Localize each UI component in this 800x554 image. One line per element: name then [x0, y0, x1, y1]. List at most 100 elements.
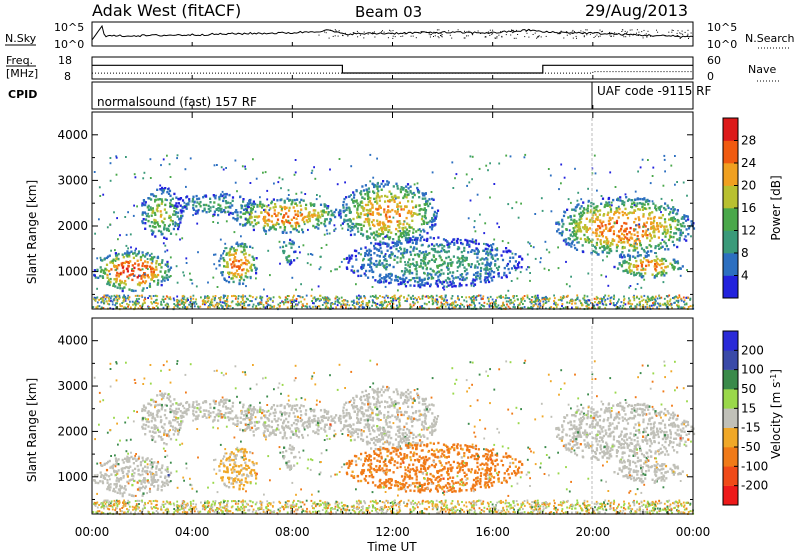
power-cell	[235, 248, 238, 252]
power-cell	[301, 306, 303, 309]
power-cell	[506, 303, 508, 306]
power-cell	[361, 196, 364, 199]
noise-search-point	[429, 36, 431, 38]
power-cell	[404, 283, 406, 286]
power-cell	[330, 306, 332, 309]
power-cell	[318, 299, 321, 302]
power-cell	[669, 225, 672, 229]
noise-search-point	[440, 33, 442, 35]
noise-search-point	[347, 35, 349, 37]
noise-search-point	[394, 36, 396, 38]
power-cell	[398, 305, 401, 308]
power-cell	[507, 249, 510, 252]
power-cell	[183, 298, 185, 301]
power-cell	[315, 225, 318, 229]
power-cell	[618, 307, 621, 309]
power-cell	[251, 255, 254, 258]
power-cell	[606, 244, 609, 247]
power-cell	[443, 260, 446, 264]
power-cell	[690, 220, 693, 223]
noise-search-point	[428, 33, 430, 35]
power-cell	[618, 298, 620, 301]
power-cell	[300, 191, 303, 194]
power-cell	[627, 212, 630, 215]
power-cell	[486, 262, 490, 265]
power-cell	[96, 287, 98, 290]
power-cell	[364, 193, 367, 196]
power-cell	[226, 265, 229, 268]
noise-search-point	[626, 31, 628, 33]
power-cell	[652, 202, 655, 205]
date-title: 29/Aug/2013	[585, 1, 688, 20]
power-cell	[611, 243, 614, 246]
power-cell	[660, 274, 663, 277]
power-cell	[461, 242, 464, 246]
power-cell	[531, 301, 533, 304]
power-cell	[404, 193, 407, 196]
power-cell	[665, 271, 668, 275]
power-cell	[101, 275, 104, 278]
power-cell	[227, 206, 230, 209]
power-cell	[121, 305, 123, 308]
power-cell	[411, 277, 414, 280]
power-cell	[119, 234, 121, 237]
power-cell	[372, 231, 376, 234]
power-cell	[436, 265, 439, 268]
power-cell	[618, 211, 621, 215]
power-cell	[676, 223, 679, 226]
power-cell	[174, 224, 177, 227]
power-cell	[649, 217, 652, 220]
power-cell	[366, 304, 369, 307]
power-cell	[395, 182, 398, 185]
power-cell	[270, 214, 274, 218]
power-cell	[127, 277, 130, 280]
power-cell	[534, 294, 537, 297]
power-cell	[583, 211, 586, 215]
power-cell	[324, 218, 327, 221]
noise-search-point	[363, 31, 365, 33]
power-cell	[134, 176, 137, 179]
power-cell	[626, 270, 629, 273]
power-cell	[399, 232, 402, 236]
power-cell	[557, 267, 560, 270]
power-cell	[466, 239, 469, 242]
power-cell	[396, 306, 399, 309]
power-cell	[356, 202, 359, 205]
power-cell	[666, 265, 669, 268]
power-cell	[376, 187, 379, 190]
power-cell	[295, 229, 298, 232]
power-cell	[288, 209, 291, 212]
power-cell	[445, 301, 447, 304]
power-cell	[400, 282, 403, 286]
power-cell	[352, 200, 355, 203]
power-cell	[624, 230, 627, 233]
power-cell	[449, 261, 452, 265]
power-cell	[521, 258, 524, 261]
power-cell	[192, 204, 195, 207]
power-cell	[204, 297, 206, 299]
power-cell	[244, 256, 247, 259]
power-cell	[301, 228, 304, 231]
power-cell	[484, 247, 487, 251]
power-cell	[219, 297, 221, 300]
power-cell	[388, 200, 391, 203]
power-cell	[268, 219, 271, 223]
power-cell	[635, 247, 638, 250]
power-cell	[224, 294, 226, 297]
power-cell	[607, 211, 610, 214]
power-cell	[567, 237, 570, 240]
power-cell	[404, 270, 407, 274]
power-cell	[101, 276, 105, 279]
noise-search-point	[402, 35, 404, 37]
power-cell	[415, 261, 418, 264]
power-cell	[438, 243, 442, 247]
power-cell	[346, 267, 349, 270]
power-cell	[213, 210, 216, 213]
power-cell	[436, 298, 438, 301]
power-cell	[628, 254, 632, 258]
power-cell	[113, 211, 115, 214]
power-cell	[438, 273, 441, 277]
power-cell	[659, 242, 662, 245]
power-cell	[365, 249, 368, 252]
power-cell	[123, 261, 126, 265]
